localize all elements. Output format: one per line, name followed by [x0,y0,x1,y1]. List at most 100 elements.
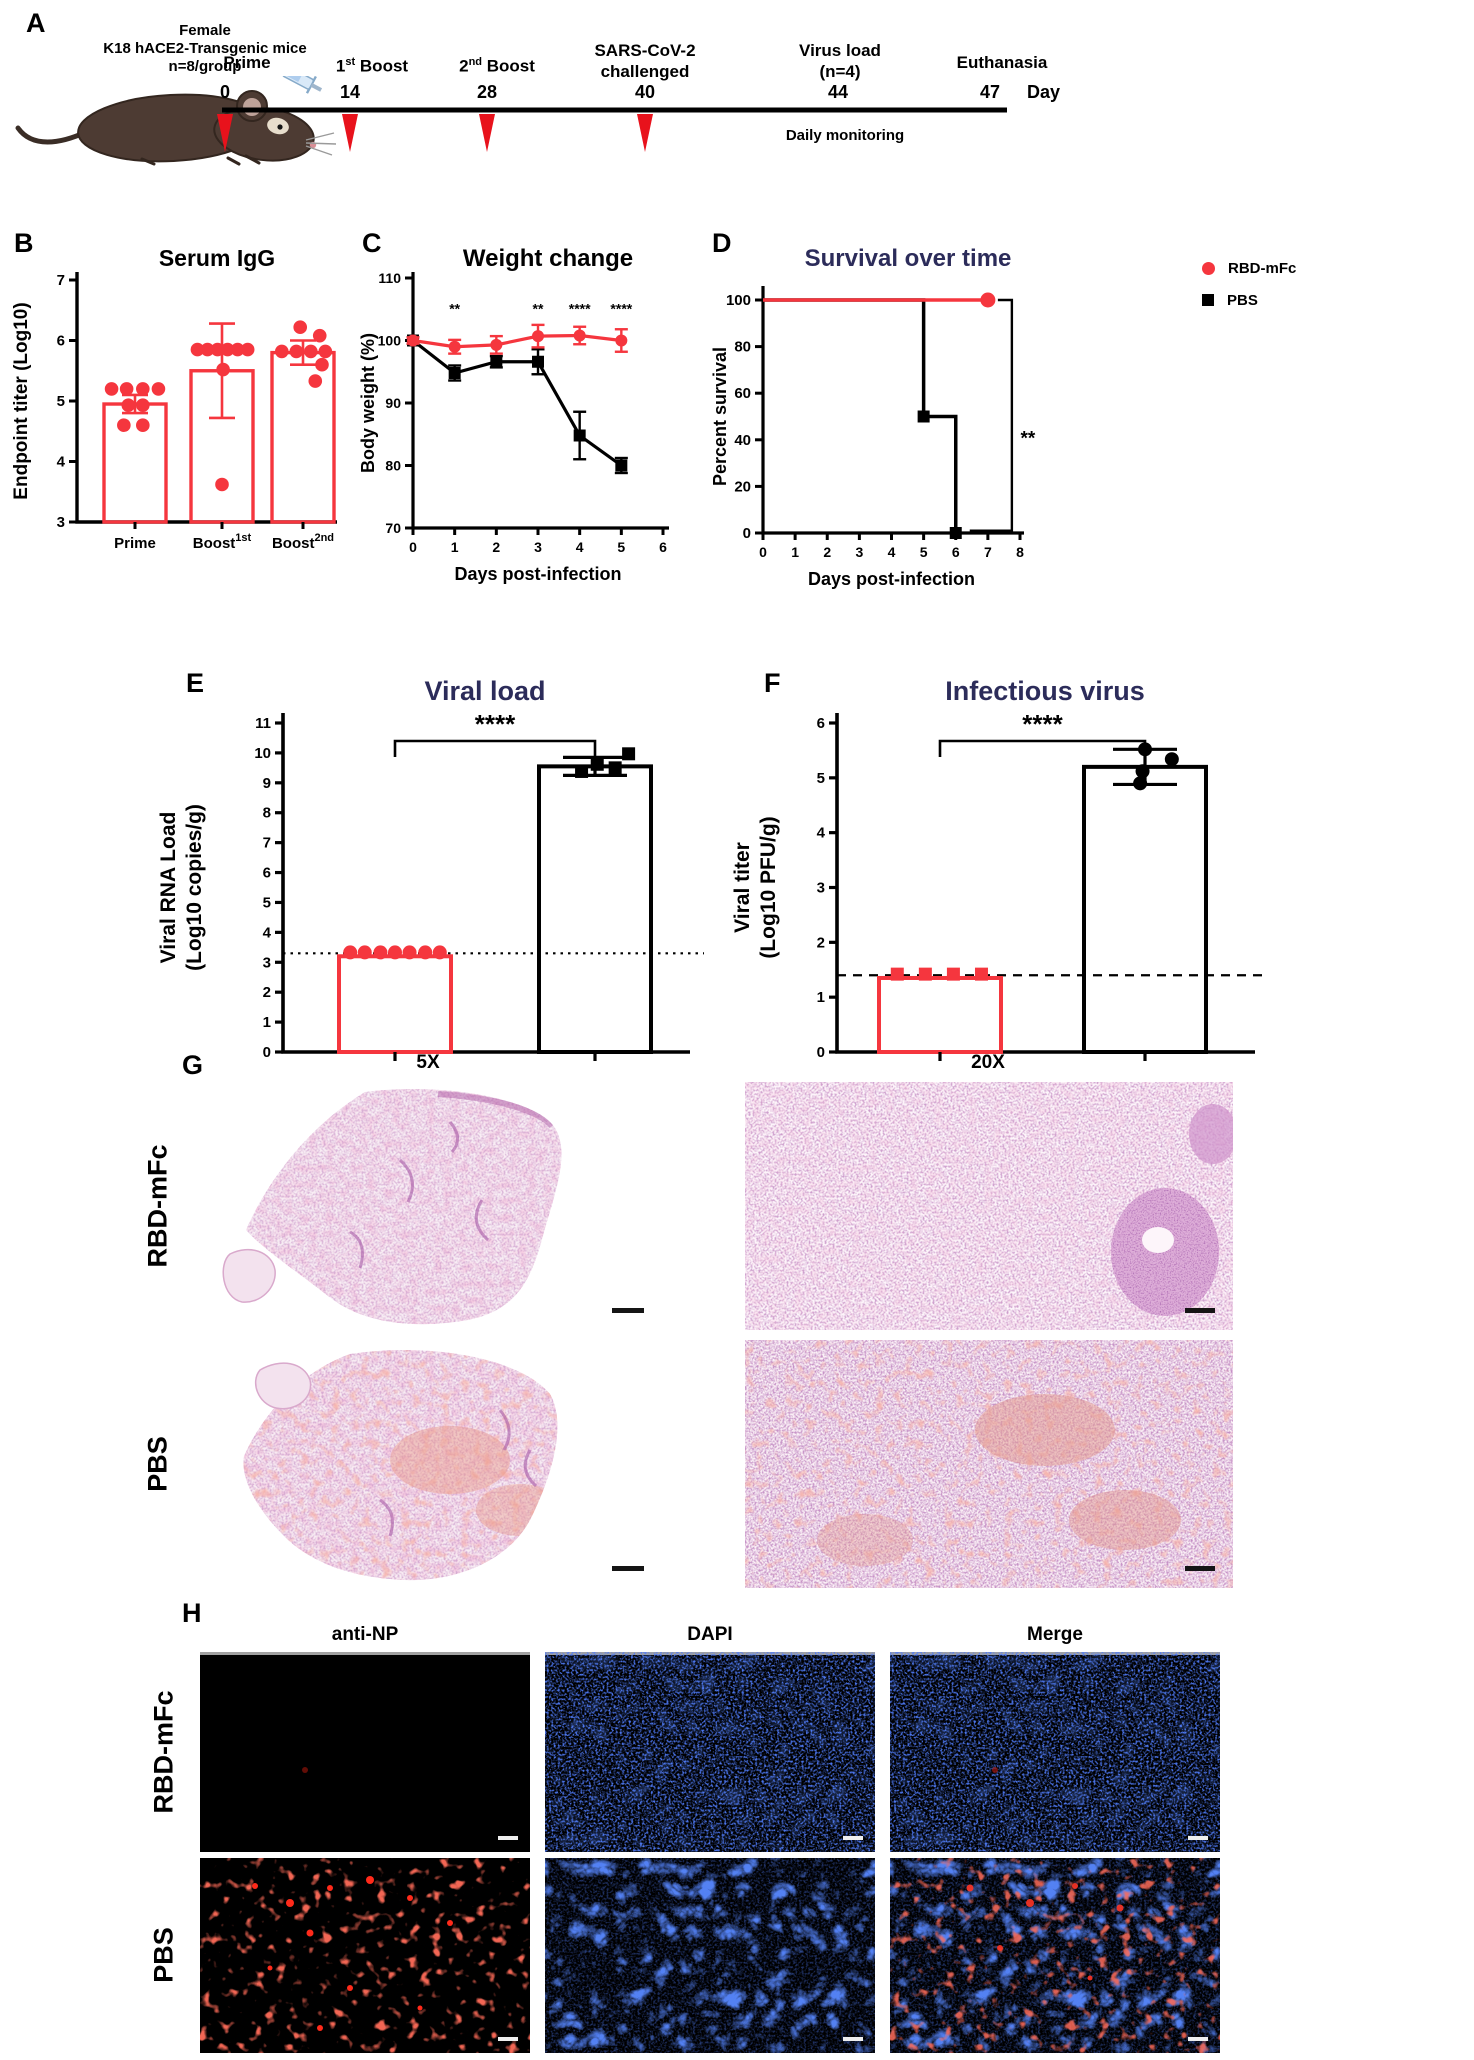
study-timeline: 0 14 28 40 44 47 Day Daily monitoring [217,82,1060,152]
series-PBS [406,334,628,475]
chart-serum-igg: Serum IgG 3 4 5 6 7 Prime Boost1st Boost2nd Endpo… [11,245,337,552]
panel-a-letter: A [26,8,46,38]
caption-line-2: K18 hACE2-Transgenic mice [103,40,307,57]
chart-viral-load: Viral load 0 1 2 3 4 5 6 7 8 9 10 11 **** Viral RNA Lo… [157,676,704,1061]
y-axis-label: Body weight (%) [358,333,378,473]
svg-text:110: 110 [378,270,401,286]
svg-text:0: 0 [743,525,751,542]
scale-bar [612,1308,644,1313]
y-axis-label: Viral titer [731,842,754,933]
svg-text:5: 5 [920,544,928,560]
svg-text:0: 0 [817,1044,825,1061]
timeline-day-14: 14 [340,82,360,102]
g-col-header-20x: 20X [971,1052,1005,1073]
svg-text:6: 6 [659,539,667,555]
x-tick-label: Prime [114,535,156,552]
svg-text:6: 6 [263,865,271,882]
svg-text:0: 0 [263,1044,271,1061]
he-stain-pbs-5x [200,1340,662,1588]
svg-text:4: 4 [57,454,66,471]
legend-marker-square [1202,294,1214,306]
significance-mark: ** [449,301,460,317]
significance-mark: **** [610,301,632,317]
svg-text:0: 0 [409,539,417,555]
h-col-header-merge: Merge [1027,1624,1083,1645]
svg-text:20: 20 [734,478,751,495]
bar-Boost2nd [270,320,336,524]
svg-text:4: 4 [576,539,584,555]
svg-text:5: 5 [263,894,271,911]
scale-bar [1185,1566,1215,1571]
bar-RBD-mFc [877,967,1003,1055]
svg-text:1: 1 [451,539,459,555]
y-axis-label: Endpoint titer (Log10) [11,302,32,499]
significance-mark: **** [1022,709,1063,739]
timeline-day-word: Day [1027,82,1060,102]
g-row-header-pbs: PBS [142,1436,173,1492]
timeline-day-0: 0 [220,82,230,102]
svg-text:2: 2 [492,539,500,555]
h-col-header-anti-np: anti-NP [331,1624,399,1645]
scale-bar [843,2037,863,2041]
svg-text:3: 3 [534,539,542,555]
svg-text:6: 6 [817,715,825,732]
svg-text:3: 3 [263,954,271,971]
if-rbd-mfc-dapi [545,1652,875,1852]
svg-text:60: 60 [734,385,751,402]
svg-text:4: 4 [263,924,272,941]
scale-bar [843,1836,863,1840]
svg-text:3: 3 [855,544,863,560]
svg-text:1: 1 [263,1014,271,1031]
daily-monitoring-label: Daily monitoring [786,127,904,144]
svg-text:7: 7 [263,835,271,852]
svg-text:9: 9 [263,775,271,792]
timeline-event-label: SARS-CoV-2 challenged [594,41,696,81]
chart-infectious-virus: Infectious virus 0 1 2 3 4 5 6 **** Viral titer (L… [731,676,1269,1061]
scale-bar [1185,1308,1215,1313]
svg-text:6: 6 [57,333,65,350]
timeline-day-44: 44 [828,82,848,102]
x-tick-label: Boost2nd [272,532,334,552]
injection-arrow-icon [637,114,653,152]
svg-text:80: 80 [385,458,401,474]
series-RBD-mFc [763,292,996,308]
bar-RBD-mFc [337,945,453,1055]
injection-arrow-icon [342,114,358,152]
x-axis-label: Days post-infection [808,569,975,589]
chart-title: Infectious virus [945,676,1145,706]
x-tick-label: Boost1st [193,532,252,552]
scale-bar [1188,1836,1208,1840]
panel-c-letter: C [362,228,382,258]
timeline-event-label: Euthanasia [956,53,1048,72]
legend-item-pbs: PBS [1202,284,1296,316]
timeline-day-28: 28 [477,82,497,102]
h-row-header-rbd-mfc: RBD-mFc [148,1690,179,1814]
timeline-event-label: 1st Boost [335,56,409,76]
panel-h-letter: H [182,1598,202,1628]
g-col-header-5x: 5X [416,1052,440,1073]
svg-text:11: 11 [255,715,271,732]
timeline-day-40: 40 [635,82,655,102]
bar-PBS [1082,742,1208,1054]
svg-text:1: 1 [817,989,825,1006]
significance-mark: **** [569,301,591,317]
chart-title: Survival over time [805,245,1012,272]
injection-arrow-icon [479,114,495,152]
scale-bar [1188,2037,1208,2041]
svg-text:70: 70 [385,520,401,536]
panel-b-letter: B [14,228,34,258]
bar-PBS [537,747,653,1054]
svg-text:8: 8 [263,805,271,822]
svg-text:80: 80 [734,339,751,356]
mouse-model-caption: Female K18 hACE2-Transgenic mice n=8/gro… [50,22,360,76]
bar-Boost1st [189,322,255,524]
chart-title: Serum IgG [159,245,275,271]
scale-bar [498,2037,518,2041]
injection-arrow-icon [217,114,233,152]
if-pbs-anti-np [200,1858,530,2053]
svg-text:6: 6 [952,544,960,560]
caption-line-1: Female [179,22,231,39]
series-RBD-mFc [406,323,628,355]
chart-survival: Survival over time 0 20 40 60 80 100 0 1 2 3 4 5 6 7 8 *… [710,245,1036,589]
